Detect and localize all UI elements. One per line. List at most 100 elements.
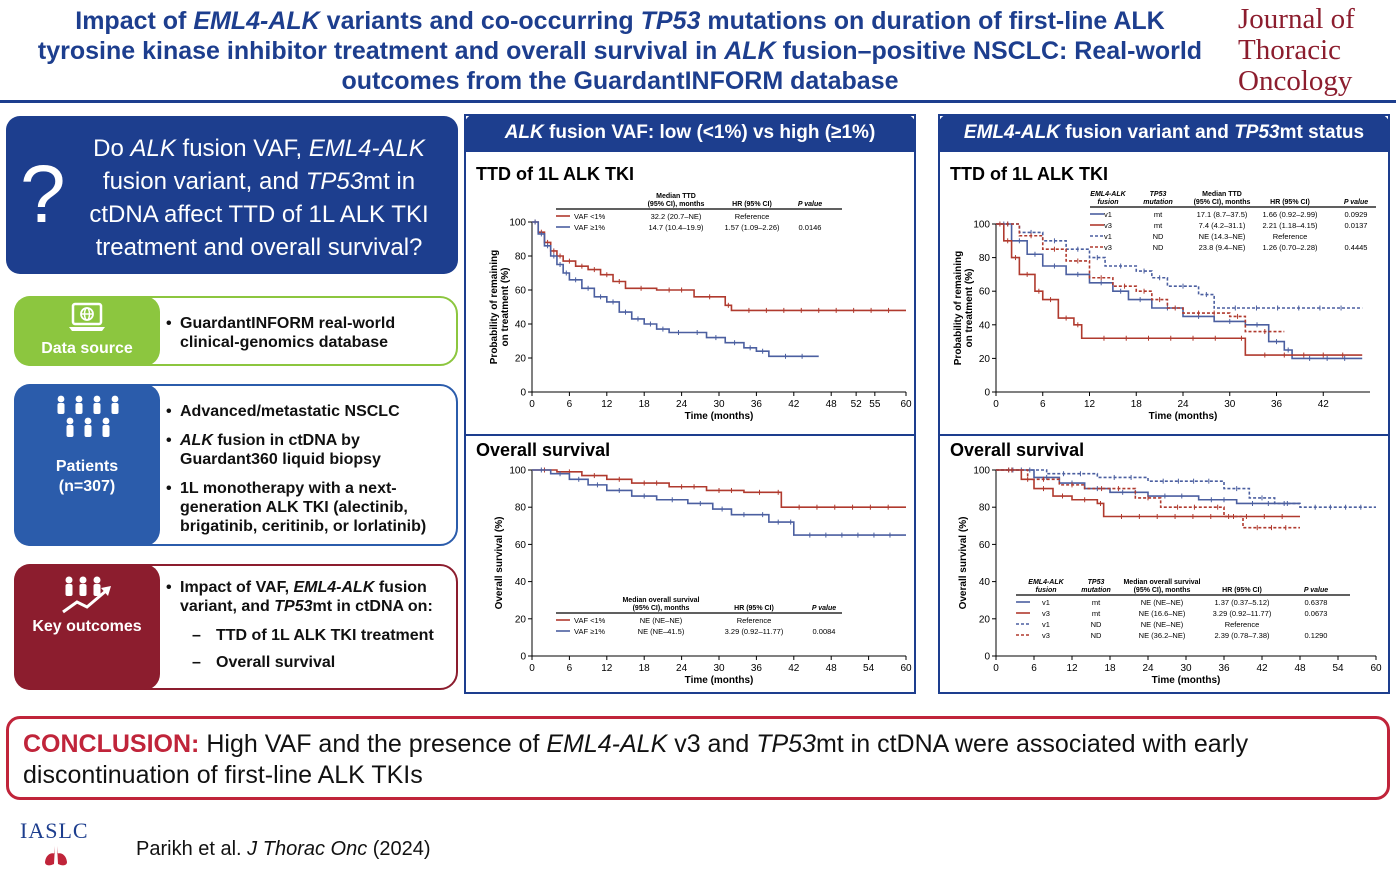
patients-count: (n=307) (58, 478, 116, 495)
table-header: HR (95% CI) (1222, 587, 1262, 594)
table-header: Median overall survival (1123, 579, 1200, 586)
table-cell: 2.39 (0.78–7.38) (1214, 631, 1270, 640)
data-source-label: Data source (41, 340, 133, 357)
y-tick-label: 40 (515, 320, 527, 331)
table-cell: v3 (1042, 631, 1050, 640)
x-tick-label: 36 (1271, 399, 1283, 410)
conclusion-box: CONCLUSION: High VAF and the presence of… (6, 716, 1390, 800)
data-source-tab: Data source (14, 296, 160, 366)
table-cell: 0.0673 (1305, 609, 1328, 618)
table-cell: 1.26 (0.70–2.28) (1262, 243, 1318, 252)
x-tick-label: 18 (1131, 399, 1143, 410)
table-cell: 3.29 (0.92–11.77) (725, 627, 784, 636)
lungs-icon (45, 846, 67, 866)
os-vaf-chart: Overall survival 0 6 12 18 24 30 36 42 48 54 60 0 20 4… (476, 440, 912, 686)
vaf-panel-header: ALK fusion VAF: low (<1%) vs high (≥1%) (464, 114, 916, 152)
table-cell: v3 (1042, 609, 1050, 618)
table-cell: ND (1091, 631, 1102, 640)
key-outcome-item: Overall survival (166, 653, 450, 672)
x-tick-label: 36 (751, 399, 763, 410)
os-variant-chart: Overall survival 0 6 12 18 24 30 36 42 48 54 60 0 20 4… (950, 440, 1382, 686)
panel-divider (940, 434, 1388, 436)
chart-title: TTD of 1L ALK TKI (950, 164, 1108, 184)
y-tick-label: 60 (515, 286, 527, 297)
table-cell: VAF <1% (574, 212, 606, 221)
x-tick-label: 12 (601, 399, 613, 410)
y-axis-label: Probability of remainingon treatment (%) (953, 251, 975, 365)
y-tick-label: 40 (979, 320, 991, 331)
x-tick-label: 48 (1294, 663, 1306, 674)
table-header: EML4-ALK (1090, 191, 1126, 198)
km-curve (532, 221, 906, 312)
x-tick-label: 0 (993, 399, 999, 410)
x-tick-label: 6 (567, 399, 573, 410)
key-outcomes-list: Impact of VAF, EML4-ALK fusion variant, … (166, 578, 450, 680)
y-tick-label: 100 (509, 466, 526, 477)
y-tick-label: 80 (515, 503, 527, 514)
y-axis-label: Probability of remainingon treatment (%) (489, 250, 511, 364)
patients-tab: Patients (n=307) (14, 384, 160, 546)
km-curve (996, 469, 1300, 529)
table-cell: 23.8 (9.4–NE) (1199, 243, 1246, 252)
table-cell: ND (1091, 620, 1102, 629)
x-tick-label: 42 (1256, 663, 1268, 674)
x-tick-label: 48 (826, 663, 838, 674)
y-tick-label: 0 (984, 388, 990, 399)
y-tick-label: 0 (520, 388, 526, 399)
y-tick-label: 80 (515, 252, 527, 263)
data-source-list: GuardantINFORM real-world clinical-genom… (166, 314, 450, 362)
x-tick-label: 6 (567, 663, 573, 674)
table-cell: NE (14.3–NE) (1199, 232, 1246, 241)
table-header: HR (95% CI) (1270, 199, 1310, 206)
table-header: P value (798, 201, 822, 208)
table-cell: 0.0146 (799, 223, 822, 232)
y-tick-label: 0 (984, 652, 990, 663)
table-cell: 0.6378 (1305, 598, 1328, 607)
table-cell: Reference (1273, 232, 1308, 241)
y-tick-label: 40 (979, 577, 991, 588)
x-tick-label: 18 (639, 399, 651, 410)
y-tick-label: 20 (515, 614, 527, 625)
table-header: P value (1344, 199, 1368, 206)
research-question-text: Do ALK fusion VAF, EML4-ALK fusion varia… (89, 135, 429, 261)
table-cell: ND (1153, 232, 1164, 241)
x-tick-label: 18 (639, 663, 651, 674)
x-tick-label: 54 (863, 663, 875, 674)
ttd-variant-chart: TTD of 1L ALK TKI 0 6 12 18 24 30 36 42 0 20 40 60 80… (950, 164, 1376, 422)
laptop-globe-icon (69, 302, 105, 331)
y-tick-label: 100 (973, 220, 990, 231)
table-header: (95% CI), months (633, 605, 690, 612)
y-tick-label: 20 (515, 354, 527, 365)
table-header: EML4-ALK (1028, 579, 1064, 586)
table-cell: 0.0929 (1345, 210, 1368, 219)
page-title: Impact of EML4-ALK variants and co-occur… (37, 7, 1203, 95)
x-tick-label: 36 (751, 663, 763, 674)
km-curve (532, 221, 819, 358)
journal-logo-line: Journal of (1238, 3, 1355, 35)
table-cell: 1.37 (0.37–5.12) (1214, 598, 1270, 607)
table-cell: 1.57 (1.09–2.26) (724, 223, 780, 232)
y-tick-label: 60 (979, 540, 991, 551)
table-cell: 32.2 (20.7–NE) (651, 212, 702, 221)
y-tick-label: 0 (520, 652, 526, 663)
table-cell: v1 (1042, 598, 1050, 607)
conclusion-text: High VAF and the presence of EML4-ALK v3… (23, 730, 1249, 789)
table-header: TP53 (1150, 191, 1167, 198)
x-tick-label: 12 (1084, 399, 1096, 410)
journal-logo: Journal of Thoracic Oncology (1238, 4, 1388, 97)
x-axis-label: Time (months) (1152, 675, 1221, 686)
table-cell: mt (1154, 221, 1163, 230)
table-header: P value (812, 605, 836, 612)
x-tick-label: 18 (1104, 663, 1116, 674)
table-header: (95% CI), months (1194, 199, 1251, 206)
table-cell: v3 (1104, 243, 1112, 252)
x-tick-label: 30 (1224, 399, 1236, 410)
key-outcomes-label: Key outcomes (32, 618, 142, 635)
patients-list: Advanced/metastatic NSCLC ALK fusion in … (166, 402, 450, 546)
x-tick-label: 6 (1040, 399, 1046, 410)
x-tick-label: 52 (851, 399, 863, 410)
x-tick-label: 36 (1218, 663, 1230, 674)
question-mark-icon: ? (20, 149, 66, 240)
y-tick-label: 100 (509, 218, 526, 229)
table-cell: 0.4445 (1345, 243, 1368, 252)
